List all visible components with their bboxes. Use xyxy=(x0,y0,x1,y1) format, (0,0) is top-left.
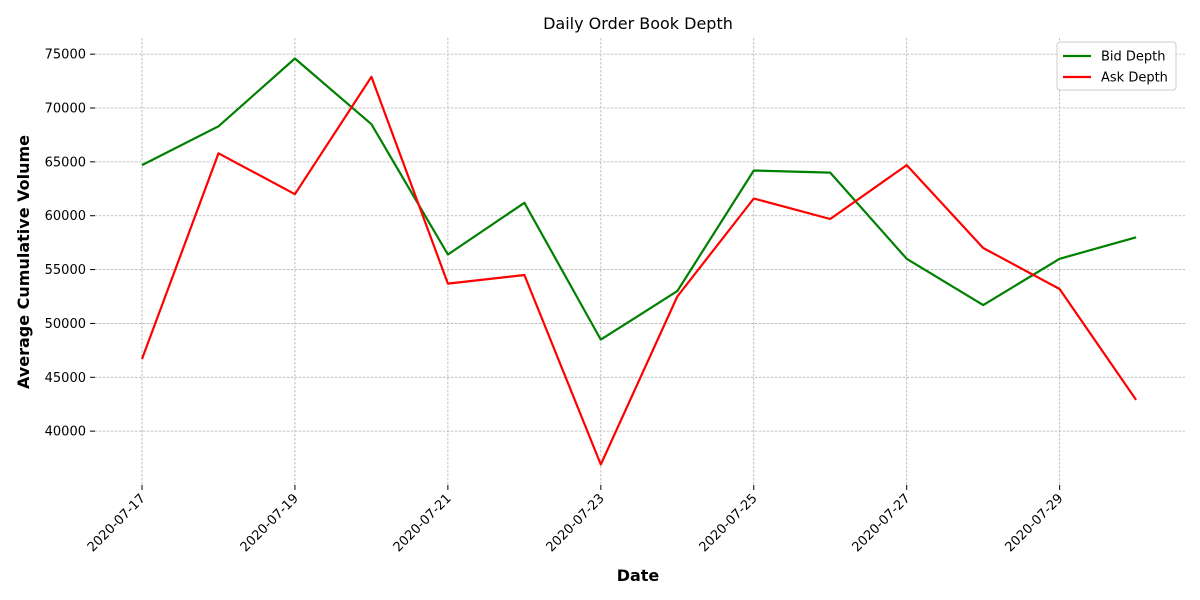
legend: Bid Depth Ask Depth xyxy=(1056,41,1177,91)
series-line-bid-depth xyxy=(141,57,1137,341)
x-tick-label: 2020-07-17 xyxy=(85,491,149,555)
y-tick-label: 70000 xyxy=(45,102,86,117)
x-axis-label: Date xyxy=(617,566,660,585)
x-tick-label: 2020-07-21 xyxy=(391,491,455,555)
legend-label: Bid Depth xyxy=(1101,50,1166,65)
y-tick-label: 50000 xyxy=(45,317,86,332)
y-axis-ticks: 40000 45000 50000 55000 60000 65000 70000 75000 xyxy=(45,48,95,440)
x-tick-label: 2020-07-25 xyxy=(697,491,761,555)
y-tick-label: 55000 xyxy=(45,263,86,278)
y-tick-label: 45000 xyxy=(45,371,86,386)
legend-label: Ask Depth xyxy=(1101,71,1168,86)
grid xyxy=(95,38,1185,485)
chart-title: Daily Order Book Depth xyxy=(543,14,733,33)
series-lines xyxy=(140,57,1138,466)
y-tick-label: 40000 xyxy=(45,425,86,440)
x-axis-ticks: 2020-07-17 2020-07-19 2020-07-21 2020-07-23… xyxy=(85,485,1066,555)
x-tick-label: 2020-07-23 xyxy=(544,491,608,555)
y-axis-label: Average Cumulative Volume xyxy=(14,135,33,389)
x-tick-label: 2020-07-29 xyxy=(1002,491,1066,555)
x-tick-label: 2020-07-27 xyxy=(849,491,913,555)
y-tick-label: 75000 xyxy=(45,48,86,63)
series-line-ask-depth xyxy=(140,75,1138,466)
y-tick-label: 65000 xyxy=(45,155,86,170)
x-tick-label: 2020-07-19 xyxy=(238,491,302,555)
y-tick-label: 60000 xyxy=(45,209,86,224)
